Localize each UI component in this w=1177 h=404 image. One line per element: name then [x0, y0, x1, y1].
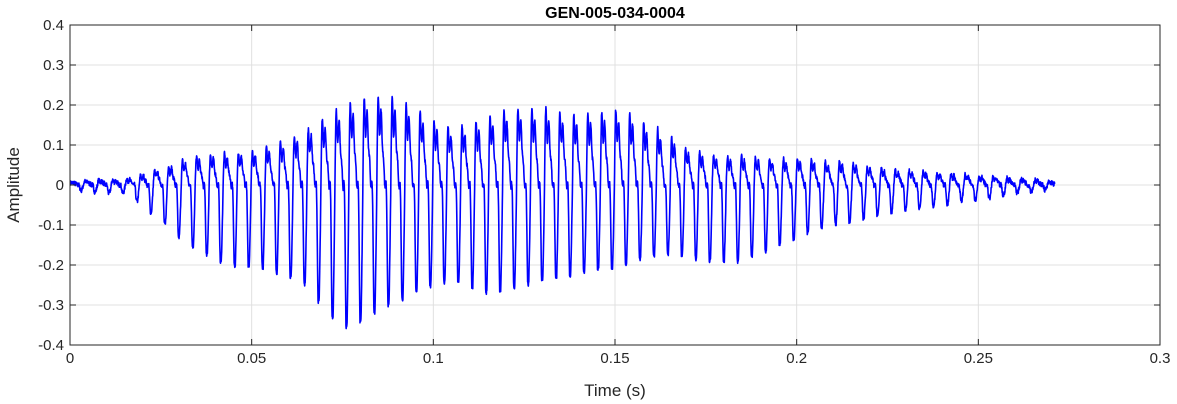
y-tick-label: -0.2 [38, 257, 64, 274]
x-tick-label: 0.1 [423, 350, 444, 367]
x-axis-label: Time (s) [584, 381, 646, 400]
y-tick-label: 0.3 [43, 57, 64, 74]
x-tick-label: 0 [66, 350, 74, 367]
y-axis-label: Amplitude [4, 147, 23, 223]
y-tick-label: 0.4 [43, 17, 64, 34]
y-tick-label: -0.4 [38, 337, 64, 354]
y-tick-label: 0.2 [43, 97, 64, 114]
x-tick-label: 0.25 [964, 350, 993, 367]
amplitude-series-line [70, 95, 1056, 330]
y-tick-label: -0.3 [38, 297, 64, 314]
x-axis-ticks: 0 0.05 0.1 0.15 0.2 0.25 0.3 [66, 25, 1171, 367]
x-tick-label: 0.05 [237, 350, 266, 367]
y-tick-label: 0.1 [43, 137, 64, 154]
x-tick-label: 0.2 [786, 350, 807, 367]
y-tick-label: 0 [56, 177, 64, 194]
x-tick-label: 0.3 [1150, 350, 1171, 367]
x-tick-label: 0.15 [600, 350, 629, 367]
chart-title: GEN-005-034-0004 [545, 5, 685, 22]
y-tick-label: -0.1 [38, 217, 64, 234]
y-axis-ticks: -0.4 -0.3 -0.2 -0.1 0 0.1 0.2 0.3 0.4 [38, 17, 1160, 354]
